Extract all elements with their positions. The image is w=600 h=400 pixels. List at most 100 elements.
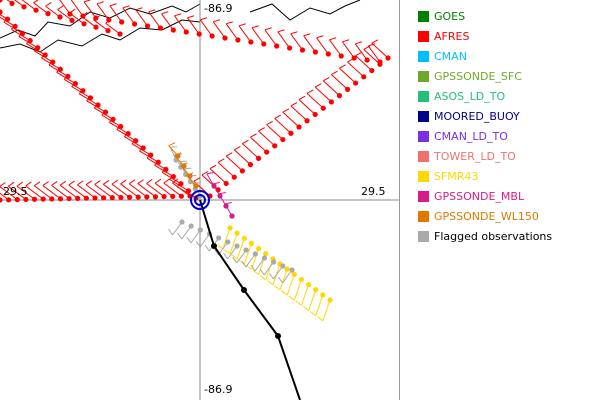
flagged-leg-barb-flag: [168, 228, 173, 236]
afres-leg-barb-flag: [56, 67, 63, 73]
afres-leg-point: [178, 193, 184, 199]
afres-leg-barb-flag: [163, 178, 170, 184]
afres-leg-point: [338, 53, 344, 59]
afres-leg-barb-flag: [146, 179, 153, 184]
legend-swatch: [418, 50, 429, 62]
afres-leg-barb-flag: [146, 153, 153, 159]
afres-leg-point: [157, 25, 164, 31]
legend-item-cman-ld-to: CMAN_LD_TO: [418, 126, 596, 146]
afres-leg-barb-flag: [18, 31, 25, 37]
sfmr-leg-point: [248, 240, 255, 247]
afres-leg-barb-flag: [225, 21, 233, 25]
sfmr-leg-barb-flag: [317, 316, 324, 322]
legend-label: CMAN_LD_TO: [434, 129, 508, 143]
afres-leg-barb: [354, 43, 368, 61]
afres-leg-barb-flag: [316, 35, 324, 39]
afres-leg-point: [161, 193, 167, 200]
afres-leg-barb-flag: [193, 177, 201, 182]
afres-leg-barb: [16, 185, 35, 200]
flagged-leg-barb-flag: [186, 236, 192, 244]
afres-leg-barb-flag: [342, 39, 350, 43]
afres-leg-point: [135, 194, 141, 200]
afres-leg-point: [66, 195, 72, 202]
flagged-leg-barb-flag: [195, 240, 201, 248]
afres-leg-barb-flag: [96, 1, 104, 5]
flagged-leg-barb: [282, 269, 293, 284]
afres-leg-barb-flag: [128, 179, 136, 185]
afres-leg-barb-flag: [187, 15, 195, 19]
afres-leg-barb: [241, 143, 259, 159]
afres-leg-barb: [355, 55, 373, 71]
afres-leg-barb: [199, 19, 213, 37]
map-canvas: [0, 0, 399, 400]
afres-leg-point: [364, 57, 370, 63]
afres-leg-barb-flag: [176, 181, 183, 188]
afres-leg-barb-flag: [200, 17, 208, 21]
gpssonde-wl150-point: [193, 183, 199, 189]
afres-leg-barb: [148, 11, 161, 29]
afres-leg-barb: [277, 31, 290, 49]
flagged-leg-barb-flag: [268, 272, 274, 280]
afres-leg-point: [0, 197, 3, 203]
legend-swatch: [418, 210, 429, 222]
afres-leg-barb-flag: [42, 181, 49, 186]
legend-swatch: [418, 10, 429, 22]
wind-map[interactable]: -86.9 -86.9 29.5 29.5: [0, 0, 400, 400]
afres-leg-barb-flag: [41, 52, 48, 59]
flagged-leg-barb-flag: [259, 268, 265, 276]
afres-leg-point: [144, 194, 150, 200]
afres-leg-barb: [290, 105, 308, 122]
flagged-leg-point: [225, 239, 231, 245]
afres-leg-point: [144, 23, 151, 29]
afres-leg-barb: [33, 185, 53, 200]
afres-leg-barb-flag: [59, 180, 67, 186]
flagged-leg-barb: [227, 245, 238, 260]
afres-leg-barb: [298, 99, 316, 115]
flagged-leg-barb-flag: [204, 244, 210, 252]
sfmr-leg-barb: [279, 268, 288, 291]
afres-leg-barb-flag: [298, 95, 306, 101]
afres-leg-point: [75, 195, 81, 201]
afres-leg-point: [109, 195, 115, 201]
afres-leg-point: [40, 196, 46, 202]
afres-leg-barb-flag: [329, 37, 337, 41]
sfmr-leg-point: [327, 297, 333, 303]
storm-track-point: [275, 333, 281, 339]
sfmr-leg-barb: [286, 274, 295, 296]
sfmr-leg-barb: [315, 294, 324, 316]
afres-leg-point: [223, 180, 229, 187]
afres-leg-barb-flag: [101, 110, 108, 116]
afres-leg-point: [222, 35, 228, 41]
afres-leg-barb: [93, 19, 109, 32]
legend-item-tower-ld-to: TOWER_LD_TO: [418, 146, 596, 166]
flagged-leg-barb-flag: [177, 232, 183, 240]
afres-leg-point: [67, 11, 73, 17]
afres-leg-barb-flag: [83, 0, 91, 3]
sfmr-leg-barb: [250, 248, 260, 270]
legend-item-flagged-observations: Flagged observations: [418, 226, 596, 246]
legend-item-gpssonde-mbl: GPSSONDE_MBL: [418, 186, 596, 206]
afres-leg-barb: [137, 183, 156, 198]
afres-leg-point: [9, 0, 15, 6]
afres-leg-barb: [322, 80, 340, 97]
legend-label: TOWER_LD_TO: [434, 149, 516, 163]
legend-label: Flagged observations: [434, 229, 553, 243]
afres-leg-barb-flag: [33, 0, 39, 4]
afres-leg-barb-flag: [0, 182, 6, 187]
afres-leg-point: [131, 21, 138, 27]
afres-leg-barb: [45, 5, 61, 18]
flagged-leg-barb: [245, 253, 256, 268]
sfmr-leg-point: [291, 271, 297, 277]
gpssonde-wl150-barb-flag: [174, 152, 182, 157]
afres-leg-barb: [42, 185, 61, 200]
afres-leg-point: [351, 55, 357, 61]
afres-leg-barb-flag: [250, 133, 257, 138]
afres-leg-barb: [0, 186, 18, 201]
sfmr-leg-barb-flag: [267, 280, 274, 286]
legend-swatch: [418, 170, 429, 182]
flagged-leg-barb-flag: [232, 256, 238, 264]
storm-track-point: [211, 243, 217, 249]
sfmr-leg-point: [320, 292, 326, 298]
afres-leg-point: [105, 28, 111, 34]
sfmr-leg-point: [234, 230, 240, 236]
